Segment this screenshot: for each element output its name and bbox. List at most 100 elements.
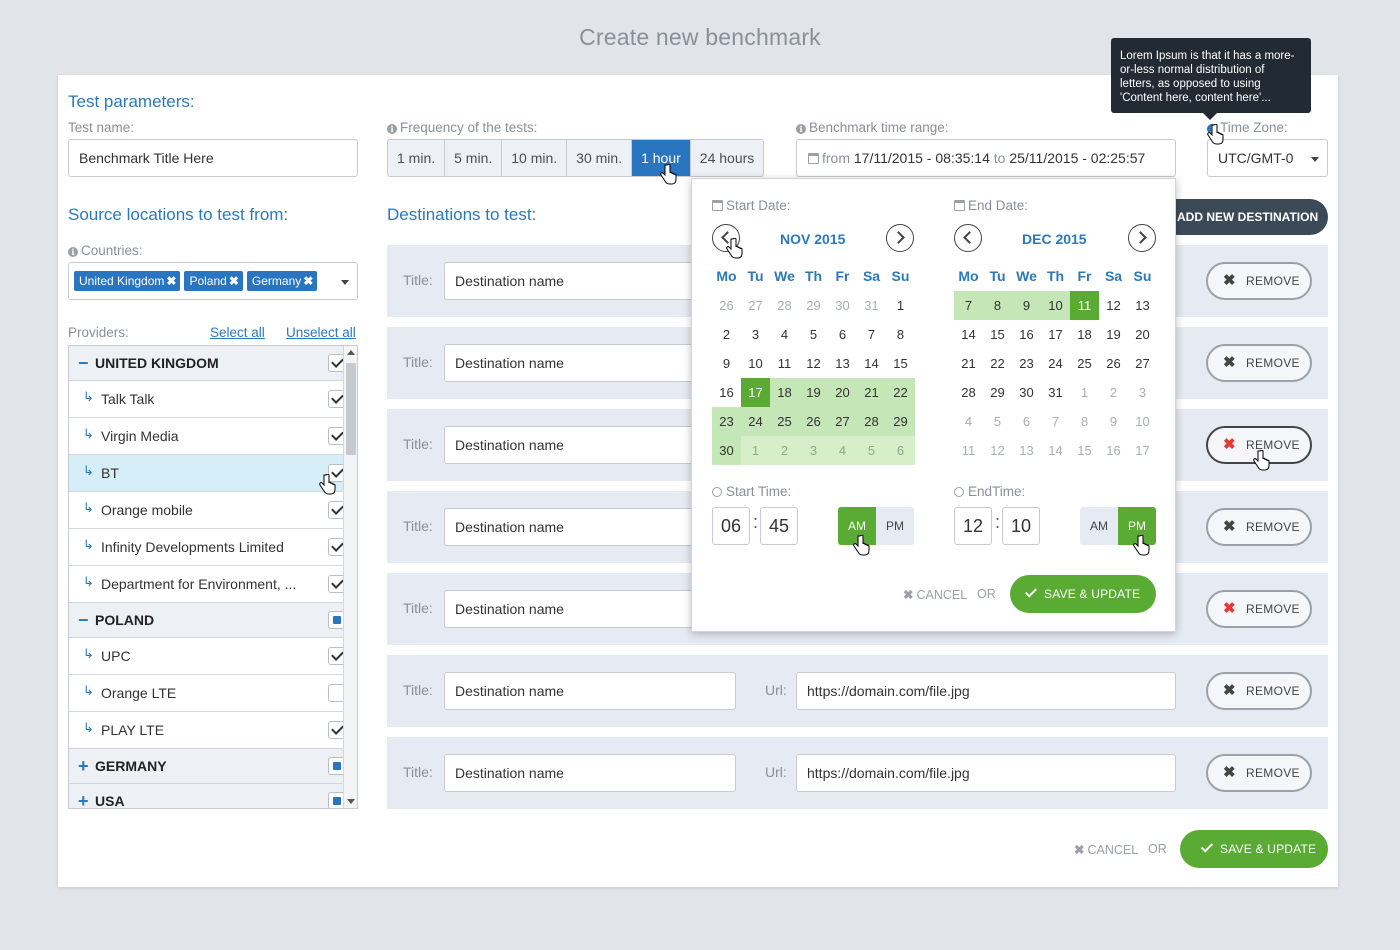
provider-group-row[interactable]: − POLAND (69, 603, 357, 638)
start-am-button[interactable]: AM (838, 507, 876, 545)
calendar-day[interactable]: 13 (1019, 443, 1034, 458)
end-am-button[interactable]: AM (1090, 519, 1108, 533)
calendar-day[interactable]: 12 (990, 443, 1005, 458)
calendar-day[interactable]: 15 (990, 327, 1005, 342)
calendar-day[interactable]: 11 (777, 356, 792, 371)
calendar-day[interactable]: 21 (857, 378, 886, 407)
calendar-day[interactable]: 7 (867, 327, 876, 342)
frequency-option[interactable]: 10 min. (502, 140, 568, 176)
calendar-day[interactable]: 29 (806, 298, 821, 313)
footer-save-button[interactable]: SAVE & UPDATE (1180, 830, 1328, 868)
provider-row[interactable]: ↳ Talk Talk (69, 381, 357, 418)
provider-row[interactable]: ↳ Department for Environment, ... (69, 566, 357, 603)
calendar-day[interactable]: 31 (864, 298, 879, 313)
calendar-day[interactable]: 11 (1070, 291, 1099, 320)
calendar-day[interactable]: 18 (770, 378, 799, 407)
calendar-day[interactable]: 10 (1041, 291, 1070, 320)
calendar-day[interactable]: 20 (1135, 327, 1150, 342)
calendar-day[interactable]: 3 (1138, 385, 1147, 400)
country-tag[interactable]: Poland ✖ (184, 271, 243, 291)
picker-save-button[interactable]: SAVE & UPDATE (1010, 575, 1156, 613)
calendar-day[interactable]: 30 (712, 436, 741, 465)
calendar-day[interactable]: 22 (886, 378, 915, 407)
calendar-day[interactable]: 6 (886, 436, 915, 465)
provider-group-row[interactable]: − UNITED KINGDOM (69, 346, 357, 381)
calendar-day[interactable]: 28 (777, 298, 792, 313)
calendar-day[interactable]: 14 (864, 356, 879, 371)
remove-destination-button[interactable]: ✖ REMOVE (1206, 262, 1312, 300)
remove-tag-icon[interactable]: ✖ (166, 274, 177, 288)
destination-url-input[interactable]: https://domain.com/file.jpg (796, 672, 1176, 710)
provider-row[interactable]: ↳ Orange mobile (69, 492, 357, 529)
destination-title-input[interactable]: Destination name (444, 754, 736, 792)
calendar-day[interactable]: 1 (1080, 385, 1089, 400)
calendar-day[interactable]: 9 (1109, 414, 1118, 429)
scroll-down-arrow-icon[interactable] (347, 799, 355, 804)
country-tag[interactable]: Germany ✖ (246, 271, 318, 291)
remove-tag-icon[interactable]: ✖ (303, 274, 314, 288)
add-new-destination-button[interactable]: ADD NEW DESTINATION (1165, 199, 1328, 235)
countries-multiselect[interactable]: United Kingdom ✖ Poland ✖ Germany ✖ (68, 262, 358, 300)
calendar-day[interactable]: 2 (1109, 385, 1118, 400)
calendar-day[interactable]: 29 (990, 385, 1005, 400)
calendar-day[interactable]: 4 (964, 414, 973, 429)
calendar-day[interactable]: 17 (1048, 327, 1063, 342)
calendar-day[interactable]: 11 (961, 443, 976, 458)
calendar-day[interactable]: 8 (1080, 414, 1089, 429)
frequency-option[interactable]: 24 hours (699, 150, 755, 166)
remove-destination-button[interactable]: ✖ REMOVE (1206, 426, 1312, 464)
calendar-day[interactable]: 14 (1048, 443, 1063, 458)
end-next-month-button[interactable] (1128, 224, 1156, 252)
calendar-day[interactable]: 27 (828, 407, 857, 436)
footer-cancel-button[interactable]: ✖ CANCEL (1074, 842, 1138, 857)
calendar-day[interactable]: 28 (961, 385, 976, 400)
frequency-option[interactable]: 5 min. (445, 140, 503, 176)
calendar-day[interactable]: 19 (1106, 327, 1121, 342)
calendar-day[interactable]: 15 (1077, 443, 1092, 458)
calendar-day[interactable]: 24 (1048, 356, 1063, 371)
calendar-day[interactable]: 5 (809, 327, 818, 342)
calendar-day[interactable]: 16 (1106, 443, 1121, 458)
calendar-day[interactable]: 15 (893, 356, 908, 371)
destination-title-input[interactable]: Destination name (444, 590, 736, 628)
calendar-day[interactable]: 13 (1135, 298, 1150, 313)
calendar-day[interactable]: 10 (748, 356, 763, 371)
test-name-input[interactable]: Benchmark Title Here (68, 139, 358, 177)
provider-row[interactable]: ↳ Orange LTE (69, 675, 357, 712)
remove-tag-icon[interactable]: ✖ (228, 274, 239, 288)
calendar-day[interactable]: 13 (835, 356, 850, 371)
calendar-day[interactable]: 26 (1106, 356, 1121, 371)
end-hour-input[interactable]: 12 (954, 507, 992, 545)
provider-row[interactable]: ↳ Infinity Developments Limited (69, 529, 357, 566)
calendar-day[interactable]: 2 (770, 436, 799, 465)
start-prev-month-button[interactable] (712, 224, 740, 252)
calendar-day[interactable]: 23 (712, 407, 741, 436)
provider-row[interactable]: ↳ UPC (69, 638, 357, 675)
calendar-day[interactable]: 18 (1077, 327, 1092, 342)
providers-scrollbar[interactable] (343, 346, 357, 808)
remove-destination-button[interactable]: ✖ REMOVE (1206, 590, 1312, 628)
calendar-day[interactable]: 12 (1106, 298, 1121, 313)
calendar-day[interactable]: 8 (896, 327, 905, 342)
calendar-day[interactable]: 3 (751, 327, 760, 342)
destination-title-input[interactable]: Destination name (444, 262, 736, 300)
calendar-day[interactable]: 16 (1019, 327, 1034, 342)
calendar-day[interactable]: 3 (799, 436, 828, 465)
remove-destination-button[interactable]: ✖ REMOVE (1206, 344, 1312, 382)
end-pm-button[interactable]: PM (1118, 507, 1156, 545)
calendar-day[interactable]: 17 (1135, 443, 1150, 458)
calendar-day[interactable]: 10 (1135, 414, 1150, 429)
calendar-day[interactable]: 29 (886, 407, 915, 436)
calendar-day[interactable]: 5 (993, 414, 1002, 429)
country-tag[interactable]: United Kingdom ✖ (74, 271, 181, 291)
frequency-option[interactable]: 1 min. (388, 140, 446, 176)
calendar-day[interactable]: 2 (722, 327, 731, 342)
frequency-option[interactable]: 30 min. (567, 140, 633, 176)
calendar-day[interactable]: 25 (1077, 356, 1092, 371)
destination-title-input[interactable]: Destination name (444, 344, 736, 382)
destination-url-input[interactable]: https://domain.com/file.jpg (796, 754, 1176, 792)
timezone-select[interactable]: UTC/GMT-0 (1207, 139, 1328, 177)
calendar-day[interactable]: 26 (799, 407, 828, 436)
calendar-day[interactable]: 5 (857, 436, 886, 465)
collapse-icon[interactable]: − (78, 353, 89, 373)
